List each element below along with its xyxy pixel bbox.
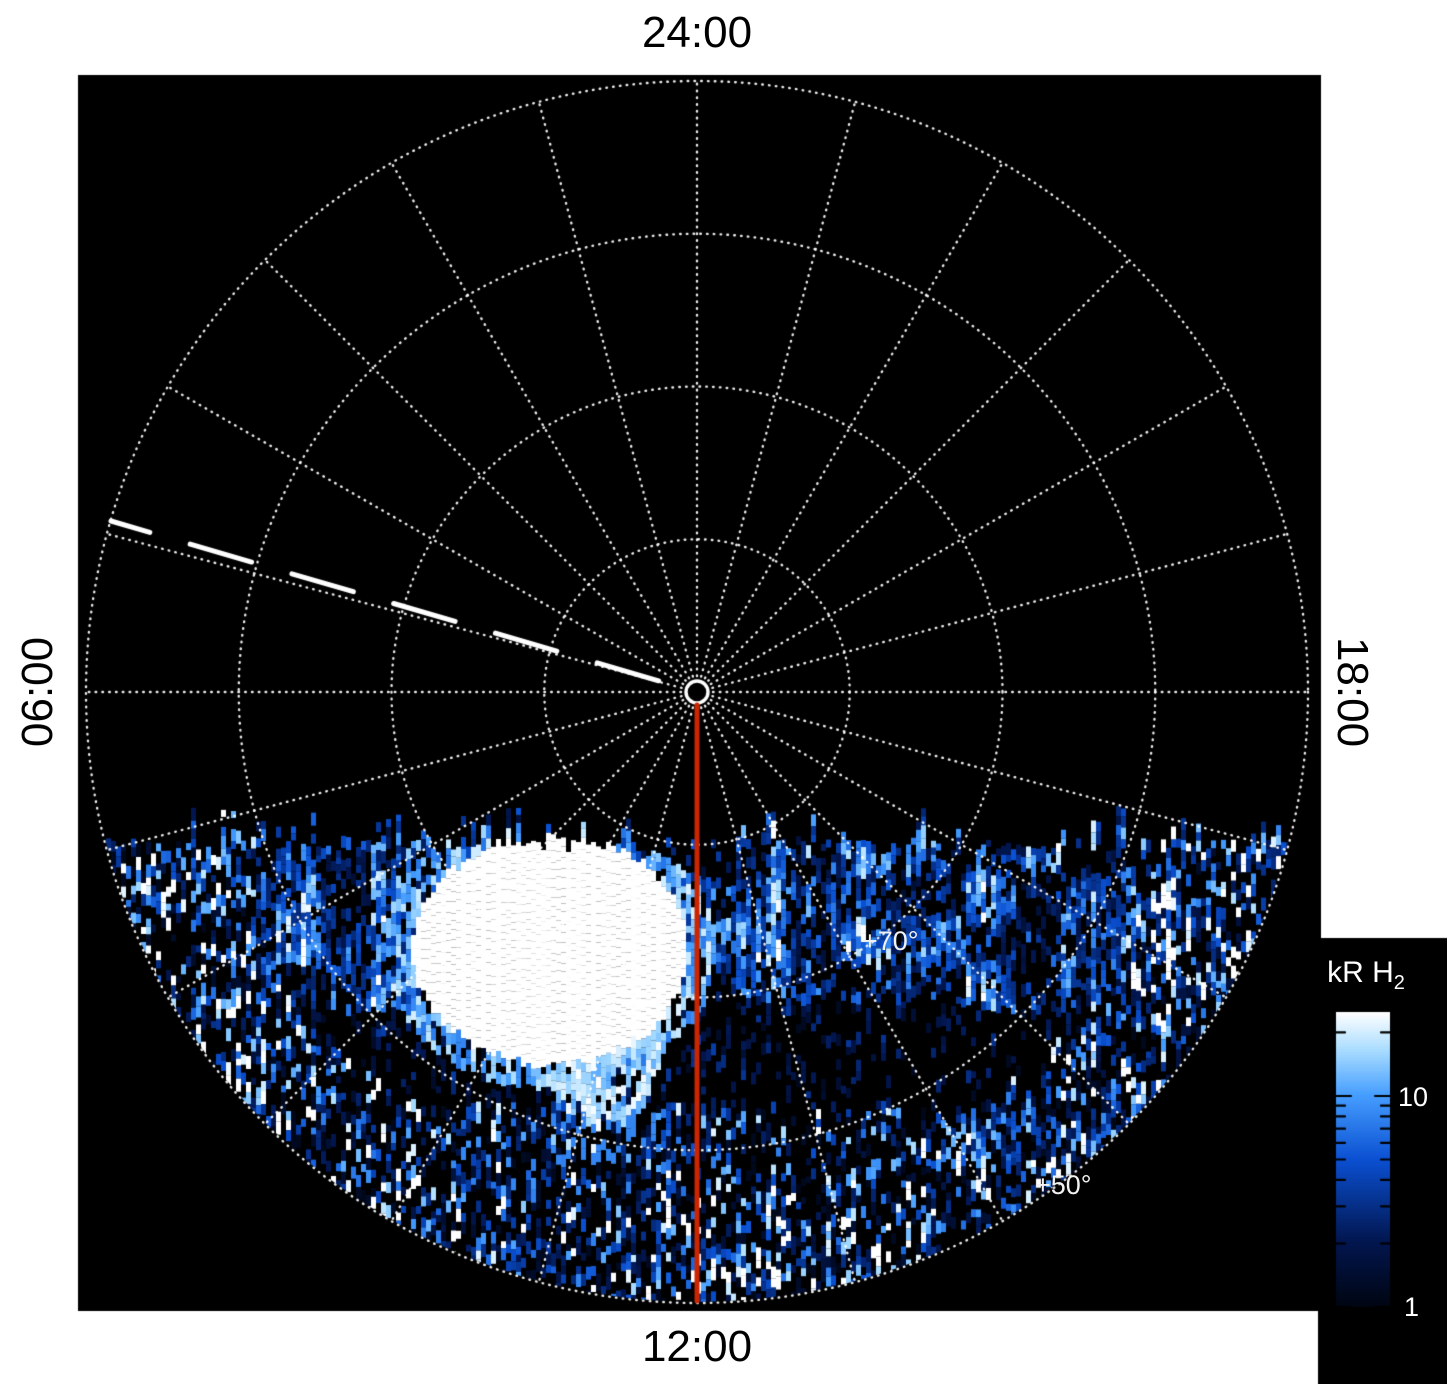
- colorbar-title-main: kR H: [1327, 956, 1394, 989]
- colorbar-title: kR H2: [1327, 956, 1405, 995]
- colorbar-tick-label-1: 1: [1404, 1292, 1420, 1322]
- hour-label-0600: 06:00: [13, 636, 62, 748]
- hour-label-1800: 18:00: [1328, 636, 1377, 748]
- colorbar-gradient: [1336, 1012, 1390, 1307]
- latitude-label-50: +50°: [1035, 1170, 1092, 1200]
- colorbar-title-sub: 2: [1393, 972, 1405, 994]
- hour-label-2400: 24:00: [641, 8, 753, 57]
- latitude-label-70: +70°: [862, 926, 919, 956]
- hour-label-1200: 12:00: [641, 1322, 753, 1371]
- colorbar-tick-label-10: 10: [1398, 1082, 1429, 1112]
